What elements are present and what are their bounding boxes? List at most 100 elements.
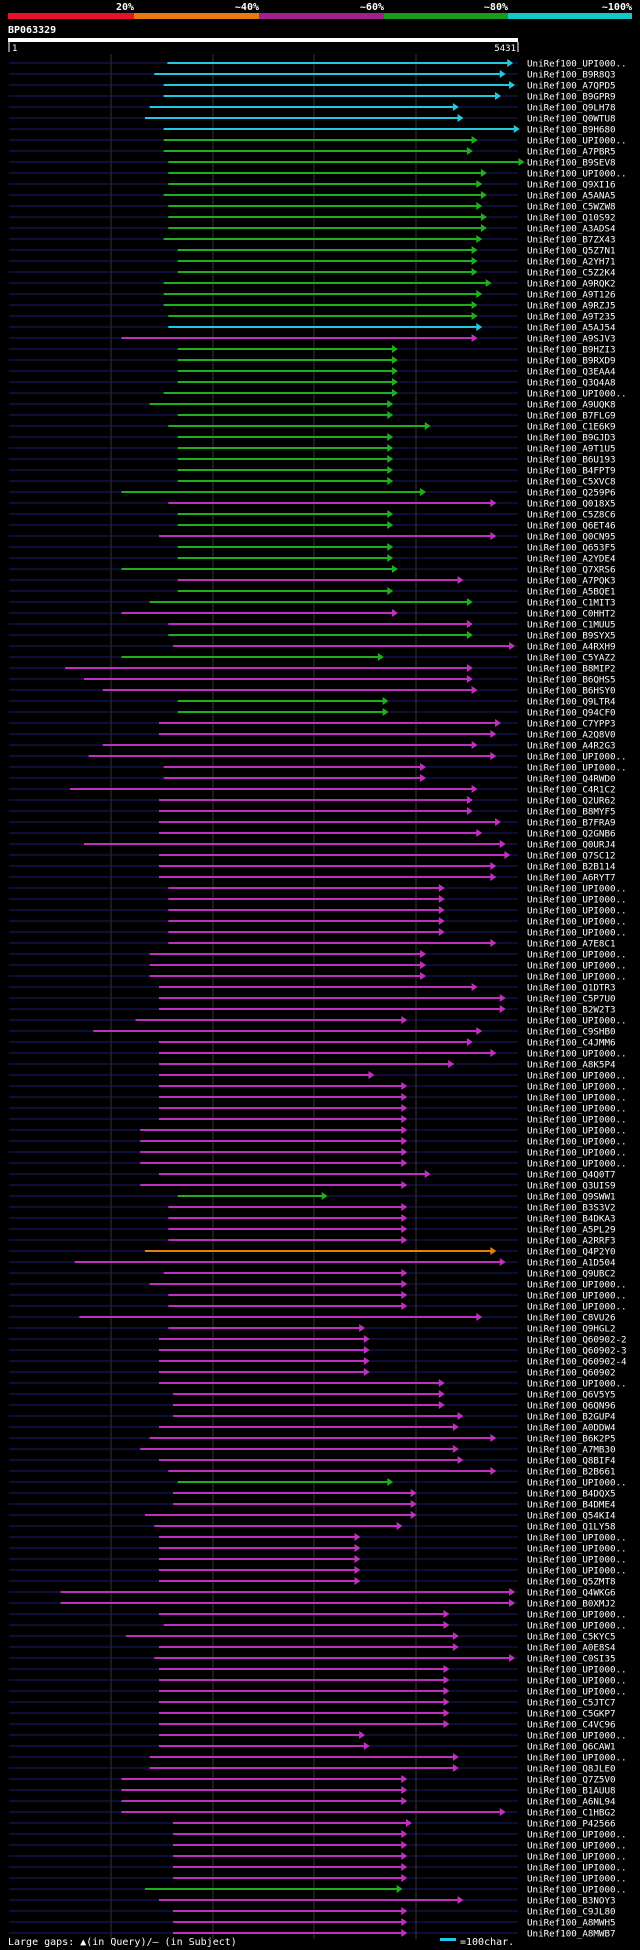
hit-label: UniRef100_C5Z2K4: [527, 268, 616, 279]
hit-label: UniRef100_UPI000..: [527, 1137, 627, 1148]
hit-label: UniRef100_Q7Z5V0: [527, 1775, 616, 1786]
hit-arrowhead: [424, 1170, 431, 1178]
hit-arrowhead: [509, 1654, 516, 1662]
hit-row: UniRef100_A9RQK2: [163, 279, 616, 290]
hit-label: UniRef100_UPI000..: [527, 1379, 627, 1390]
hit-arrowhead: [401, 1786, 408, 1794]
hit-label: UniRef100_A1D504: [527, 1258, 616, 1269]
hit-rows: UniRef100_UPI000..UniRef100_B9R8Q3UniRef…: [60, 59, 627, 1940]
hit-row: UniRef100_C5JTC7: [158, 1698, 616, 1709]
hit-row: UniRef100_UPI000..: [168, 917, 627, 928]
hit-arrowhead: [490, 1049, 497, 1057]
hit-label: UniRef100_UPI000..: [527, 950, 627, 961]
hit-label: UniRef100_Q8JLE0: [527, 1764, 616, 1775]
hit-label: UniRef100_Q9UBC2: [527, 1269, 616, 1280]
hit-arrowhead: [490, 752, 497, 760]
hit-label: UniRef100_Q259P6: [527, 488, 616, 499]
hit-row: UniRef100_UPI000..: [144, 1885, 627, 1896]
hit-arrowhead: [457, 1412, 464, 1420]
hit-label: UniRef100_Q6CAW1: [527, 1742, 616, 1753]
hit-arrowhead: [391, 367, 398, 375]
hit-row: UniRef100_UPI000..: [135, 1016, 627, 1027]
hit-label: UniRef100_Q9XI16: [527, 180, 616, 191]
hit-arrowhead: [476, 323, 483, 331]
hit-arrowhead: [387, 554, 394, 562]
hit-label: UniRef100_C4JMM6: [527, 1038, 616, 1049]
hit-row: UniRef100_B2B114: [158, 862, 616, 873]
hit-arrowhead: [438, 906, 445, 914]
hit-row: UniRef100_Q60902: [158, 1368, 616, 1379]
hit-row: UniRef100_B2B661: [168, 1467, 616, 1478]
hit-row: UniRef100_B8MYF5: [158, 807, 616, 818]
hit-arrowhead: [387, 411, 394, 419]
hit-row: UniRef100_Q6V5Y5: [173, 1390, 616, 1401]
scale-label-80: ~80%: [484, 2, 508, 13]
hit-label: UniRef100_B1AUU8: [527, 1786, 616, 1797]
hit-label: UniRef100_Q6V5Y5: [527, 1390, 616, 1401]
hit-row: UniRef100_Q018X5: [168, 499, 616, 510]
hit-row: UniRef100_A3ADS4: [168, 224, 616, 235]
hit-arrowhead: [387, 433, 394, 441]
hit-row: UniRef100_UPI000..: [149, 950, 627, 961]
hit-arrowhead: [471, 268, 478, 276]
hit-row: UniRef100_C4JMM6: [158, 1038, 616, 1049]
hit-row: UniRef100_P42566: [173, 1819, 616, 1830]
hit-label: UniRef100_B9H680: [527, 125, 616, 136]
hit-arrowhead: [452, 1632, 459, 1640]
hit-label: UniRef100_C8VU26: [527, 1313, 616, 1324]
hit-arrowhead: [368, 1071, 375, 1079]
scale-label-60: ~60%: [360, 2, 384, 13]
hit-arrowhead: [387, 510, 394, 518]
hit-label: UniRef100_Q5Z7N1: [527, 246, 616, 257]
hit-label: UniRef100_C1HBG2: [527, 1808, 616, 1819]
hit-row: UniRef100_Q94CF0: [177, 708, 616, 719]
hit-row: UniRef100_Q7Z5V0: [121, 1775, 616, 1786]
hit-arrowhead: [438, 1390, 445, 1398]
hit-label: UniRef100_Q7SC12: [527, 851, 616, 862]
hit-label: UniRef100_UPI000..: [527, 895, 627, 906]
hit-label: UniRef100_UPI000..: [527, 1687, 627, 1698]
hit-label: UniRef100_C5P7U0: [527, 994, 616, 1005]
hit-arrowhead: [466, 675, 473, 683]
scale-segment-4: [384, 13, 508, 19]
hit-row: UniRef100_A9T126: [163, 290, 616, 301]
hit-row: UniRef100_Q6QN96: [173, 1401, 616, 1412]
hit-arrowhead: [443, 1720, 450, 1728]
hit-label: UniRef100_Q6ET46: [527, 521, 616, 532]
hit-row: UniRef100_C9SHB0: [93, 1027, 616, 1038]
hit-row: UniRef100_C9JL80: [173, 1907, 616, 1918]
hit-row: UniRef100_B3NOY3: [158, 1896, 616, 1907]
hit-row: UniRef100_UPI000..: [168, 1302, 627, 1313]
hit-row: UniRef100_A1D504: [74, 1258, 616, 1269]
hit-label: UniRef100_UPI000..: [527, 1104, 627, 1115]
hit-row: UniRef100_C4R1C2: [69, 785, 616, 796]
hit-arrowhead: [443, 1676, 450, 1684]
hit-arrowhead: [476, 235, 483, 243]
hit-row: UniRef100_B9R8Q3: [154, 70, 616, 81]
hit-label: UniRef100_A8MWH5: [527, 1918, 616, 1929]
hit-row: UniRef100_Q6ET46: [177, 521, 616, 532]
hit-row: UniRef100_UPI000..: [163, 389, 627, 400]
hit-arrowhead: [401, 1918, 408, 1926]
hit-label: UniRef100_Q3Q4A8: [527, 378, 616, 389]
hit-label: UniRef100_A2YDE4: [527, 554, 616, 565]
hit-arrowhead: [387, 543, 394, 551]
hit-row: UniRef100_B9HZI3: [177, 345, 616, 356]
hit-label: UniRef100_A7PBR5: [527, 147, 616, 158]
hit-arrowhead: [452, 1764, 459, 1772]
hit-row: UniRef100_Q9LH78: [149, 103, 616, 114]
scale-label-40: ~40%: [235, 2, 259, 13]
hit-arrowhead: [438, 884, 445, 892]
hit-arrowhead: [499, 840, 506, 848]
hit-row: UniRef100_B9GPR9: [163, 92, 616, 103]
hit-row: UniRef100_A7QPD5: [163, 81, 616, 92]
hit-row: UniRef100_UPI000..: [173, 1830, 627, 1841]
hit-row: UniRef100_UPI000..: [163, 136, 627, 147]
hit-row: UniRef100_UPI000..: [149, 1280, 627, 1291]
hit-row: UniRef100_A9T1U5: [177, 444, 616, 455]
hit-label: UniRef100_Q4RWD0: [527, 774, 616, 785]
hit-label: UniRef100_B7FRA9: [527, 818, 616, 829]
hit-label: UniRef100_UPI000..: [527, 1544, 627, 1555]
hit-label: UniRef100_Q7XRS6: [527, 565, 616, 576]
hit-arrowhead: [387, 400, 394, 408]
